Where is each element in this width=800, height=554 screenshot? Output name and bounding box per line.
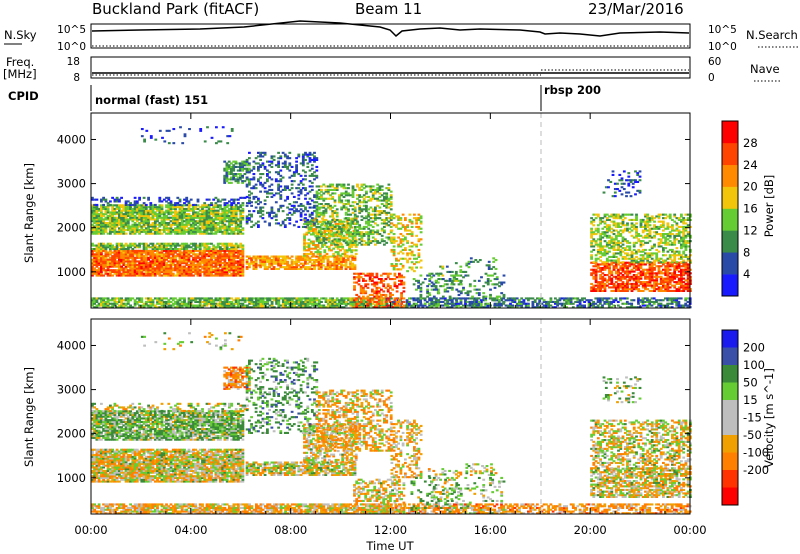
- power-colorbar-tick: 16: [743, 202, 758, 216]
- freq-label-2: [MHz]: [3, 67, 37, 81]
- velocity-colorbar-swatch: [722, 470, 738, 488]
- velocity-ylabel: Slant Range [km]: [22, 367, 36, 467]
- power-colorbar-tick: 28: [743, 136, 758, 150]
- velocity-colorbar-swatch: [722, 487, 738, 506]
- nave-tick-top: 60: [708, 56, 721, 68]
- power-colorbar-tick: 12: [743, 223, 758, 237]
- y-tick-label: 1000: [57, 471, 86, 485]
- x-axis-label: Time UT: [365, 539, 414, 553]
- velocity-colorbar-tick: -200: [743, 463, 769, 477]
- power-colorbar-label: Power [dB]: [762, 175, 776, 238]
- power-colorbar-swatch: [722, 121, 738, 144]
- velocity-colorbar-tick: 15: [743, 393, 758, 407]
- x-tick-label: 12:00: [374, 523, 407, 537]
- velocity-colorbar-swatch: [722, 417, 738, 436]
- power-heatmap: [91, 126, 692, 309]
- power-colorbar-swatch: [722, 252, 738, 275]
- velocity-colorbar-tick: -100: [743, 446, 769, 460]
- power-colorbar-tick: 4: [743, 267, 750, 281]
- power-colorbar: 4 8 12 16 20 24 28: [721, 120, 758, 297]
- power-colorbar-swatch: [722, 230, 738, 253]
- x-tick-label: 04:00: [174, 523, 207, 537]
- x-tick-label: 00:00: [673, 523, 706, 537]
- power-colorbar-tick: 8: [743, 245, 750, 259]
- velocity-colorbar-swatch: [722, 382, 738, 401]
- x-tick-label: 08:00: [274, 523, 307, 537]
- velocity-colorbar-swatch: [722, 400, 738, 418]
- y-tick-label: 2000: [57, 427, 86, 441]
- power-colorbar-tick: 24: [743, 158, 758, 172]
- y-tick-label: 4000: [57, 132, 86, 146]
- nsky-tick-top: 10^5: [57, 24, 86, 36]
- x-tick-label: 00:00: [74, 523, 107, 537]
- freq-tick-top: 18: [67, 56, 80, 68]
- cpid-segment-1: normal (fast) 151: [95, 93, 208, 107]
- velocity-colorbar-swatch: [722, 330, 738, 348]
- velocity-heatmap: [91, 332, 692, 515]
- nsky-label: N.Sky: [4, 28, 37, 42]
- nsearch-tick-top: 10^5: [708, 24, 737, 36]
- freq-label-1: Freq.: [6, 55, 34, 69]
- velocity-panel: 1000 2000 3000 4000 Slant Range [km] 200 100…: [22, 318, 776, 515]
- date-title: 23/Mar/2016: [588, 0, 684, 18]
- velocity-colorbar: 200 100 50 15 -15 -50 -100 -200: [721, 329, 769, 506]
- velocity-colorbar-tick: 200: [743, 341, 765, 355]
- x-tick-label: 16:00: [474, 523, 507, 537]
- power-colorbar-swatch: [722, 208, 738, 231]
- y-tick-label: 2000: [57, 221, 86, 235]
- cpid-segment-2: rbsp 200: [544, 83, 601, 97]
- y-tick-label: 1000: [57, 265, 86, 279]
- beam-title: Beam 11: [355, 0, 422, 18]
- power-colorbar-tick: 20: [743, 180, 758, 194]
- nave-label: Nave: [750, 62, 780, 76]
- freq-panel: Freq. [MHz] 18 8 60 0 Nave: [3, 55, 782, 84]
- velocity-colorbar-label: Velocity [m s^-1]: [762, 368, 776, 468]
- station-title: Buckland Park (fitACF): [92, 0, 259, 18]
- nsky-tick-bottom: 10^0: [57, 41, 86, 53]
- nave-tick-bottom: 0: [708, 72, 715, 84]
- velocity-colorbar-tick: -50: [743, 428, 762, 442]
- x-tick-label: 20:00: [574, 523, 607, 537]
- velocity-colorbar-swatch: [722, 347, 738, 366]
- power-colorbar-swatch: [722, 164, 738, 187]
- velocity-colorbar-swatch: [722, 365, 738, 383]
- nsky-panel: N.Sky 10^5 10^0 10^5 10^0 N.Search: [4, 20, 798, 53]
- power-colorbar-swatch: [722, 274, 738, 297]
- y-tick-label: 4000: [57, 338, 86, 352]
- cpid-label: CPID: [8, 89, 39, 103]
- velocity-colorbar-swatch: [722, 435, 738, 453]
- power-ylabel: Slant Range [km]: [22, 163, 36, 263]
- cpid-panel: CPID normal (fast) 151 rbsp 200: [8, 83, 601, 111]
- nsky-trace: [91, 20, 690, 38]
- velocity-colorbar-swatch: [722, 452, 738, 471]
- power-panel: 1000 2000 3000 4000 Slant Range [km] 4 8 12 16…: [22, 112, 776, 309]
- velocity-colorbar-tick: -15: [743, 411, 762, 425]
- velocity-colorbar-tick: 50: [743, 376, 758, 390]
- power-colorbar-swatch: [722, 142, 738, 166]
- power-colorbar-swatch: [722, 186, 738, 209]
- x-axis: 00:00 04:00 08:00 12:00 16:00 20:00 00:00: [74, 113, 707, 537]
- freq-tick-bottom: 8: [73, 72, 80, 84]
- y-tick-label: 3000: [57, 383, 86, 397]
- nsearch-label: N.Search: [746, 28, 798, 42]
- nsearch-tick-bottom: 10^0: [708, 41, 737, 53]
- y-tick-label: 3000: [57, 177, 86, 191]
- velocity-colorbar-tick: 100: [743, 358, 765, 372]
